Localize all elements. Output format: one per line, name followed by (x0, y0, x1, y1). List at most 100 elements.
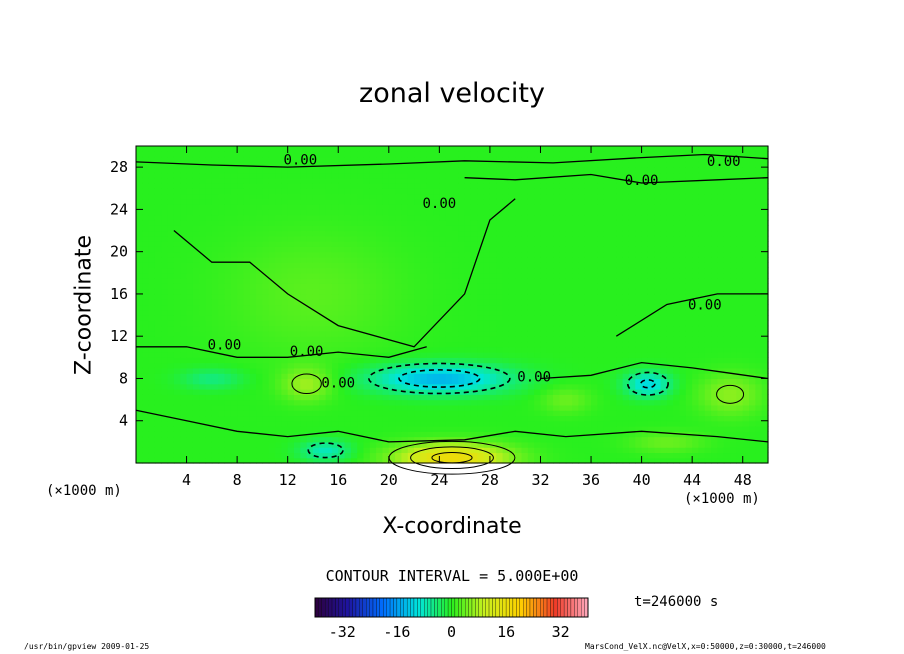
heatmap-cell (230, 367, 238, 374)
heatmap-cell (167, 151, 175, 158)
heatmap-cell (275, 193, 282, 200)
heatmap-cell (376, 315, 384, 321)
heatmap-cell (199, 204, 207, 210)
heatmap-cell (445, 177, 453, 184)
heatmap-cell (521, 209, 529, 216)
heatmap-cell (559, 367, 567, 374)
heatmap-cell (603, 341, 611, 348)
heatmap-cell (136, 146, 143, 152)
heatmap-cell (300, 151, 308, 158)
heatmap-cell (559, 246, 567, 253)
heatmap-cell (477, 346, 485, 353)
heatmap-cell (319, 209, 327, 216)
heatmap-cell (641, 262, 649, 269)
heatmap-cell (331, 447, 339, 454)
heatmap-cell (306, 320, 314, 327)
heatmap-cell (237, 426, 245, 432)
heatmap-cell (433, 230, 440, 237)
heatmap-cell (268, 283, 276, 290)
heatmap-cell (559, 441, 567, 448)
heatmap-cell (388, 315, 396, 321)
heatmap-cell (376, 336, 384, 343)
heatmap-cell (211, 367, 219, 374)
heatmap-cell (376, 251, 384, 258)
heatmap-cell (376, 288, 384, 295)
heatmap-cell (572, 278, 579, 284)
heatmap-cell (338, 193, 346, 200)
heatmap-cell (470, 151, 478, 158)
heatmap-cell (597, 457, 605, 464)
heatmap-cell (136, 293, 143, 300)
heatmap-cell (489, 420, 497, 427)
heatmap-cell (230, 399, 238, 406)
heatmap-cell (578, 362, 586, 369)
heatmap-cell (483, 188, 491, 195)
heatmap-cell (218, 188, 226, 195)
heatmap-cell (628, 352, 636, 358)
heatmap-cell (319, 410, 327, 417)
heatmap-cell (369, 188, 377, 195)
heatmap-cell (275, 325, 282, 332)
heatmap-cell (584, 325, 592, 332)
heatmap-cell (616, 299, 624, 306)
heatmap-cell (136, 325, 143, 332)
heatmap-cell (445, 378, 453, 385)
heatmap-cell (300, 256, 308, 263)
heatmap-cell (294, 293, 301, 300)
heatmap-cell (167, 209, 175, 216)
heatmap-cell (420, 246, 428, 253)
heatmap-cell (249, 188, 257, 195)
heatmap-cell (331, 378, 339, 385)
heatmap-cell (439, 262, 447, 269)
heatmap-cell (470, 304, 478, 311)
heatmap-cell (616, 447, 624, 454)
heatmap-cell (224, 357, 232, 364)
heatmap-cell (603, 272, 611, 279)
heatmap-cell (230, 420, 238, 427)
heatmap-cell (325, 352, 333, 358)
heatmap-cell (508, 431, 516, 438)
heatmap-cell (515, 256, 523, 263)
heatmap-cell (136, 320, 143, 327)
heatmap-cell (300, 389, 308, 395)
heatmap-cell (142, 383, 150, 390)
heatmap-cell (281, 188, 289, 195)
heatmap-cell (312, 457, 320, 464)
heatmap-cell (572, 293, 579, 300)
heatmap-cell (186, 367, 194, 374)
heatmap-cell (344, 336, 352, 343)
heatmap-cell (300, 230, 308, 237)
heatmap-cell (527, 341, 535, 348)
heatmap-cell (483, 325, 491, 332)
heatmap-cell (641, 156, 649, 163)
heatmap-cell (445, 293, 453, 300)
heatmap-cell (180, 251, 188, 258)
heatmap-cell (331, 399, 339, 406)
heatmap-cell (192, 188, 200, 195)
heatmap-cell (199, 441, 207, 448)
heatmap-cell (281, 177, 289, 184)
heatmap-cell (496, 410, 504, 417)
heatmap-cell (148, 172, 156, 179)
heatmap-cell (268, 426, 276, 432)
heatmap-cell (306, 272, 314, 279)
heatmap-cell (281, 209, 289, 216)
heatmap-cell (180, 420, 188, 427)
heatmap-cell (559, 447, 567, 454)
heatmap-cell (527, 167, 535, 174)
heatmap-cell (559, 378, 567, 385)
heatmap-cell (439, 198, 447, 205)
heatmap-cell (306, 309, 314, 316)
heatmap-cell (452, 304, 459, 311)
heatmap-cell (395, 426, 403, 432)
heatmap-cell (534, 447, 542, 454)
heatmap-cell (205, 151, 213, 158)
heatmap-cell (578, 441, 586, 448)
heatmap-cell (407, 352, 415, 358)
heatmap-cell (572, 420, 579, 427)
heatmap-cell (395, 315, 403, 321)
heatmap-cell (350, 251, 358, 258)
heatmap-cell (363, 420, 371, 427)
heatmap-cell (527, 251, 535, 258)
heatmap-cell (173, 214, 181, 221)
